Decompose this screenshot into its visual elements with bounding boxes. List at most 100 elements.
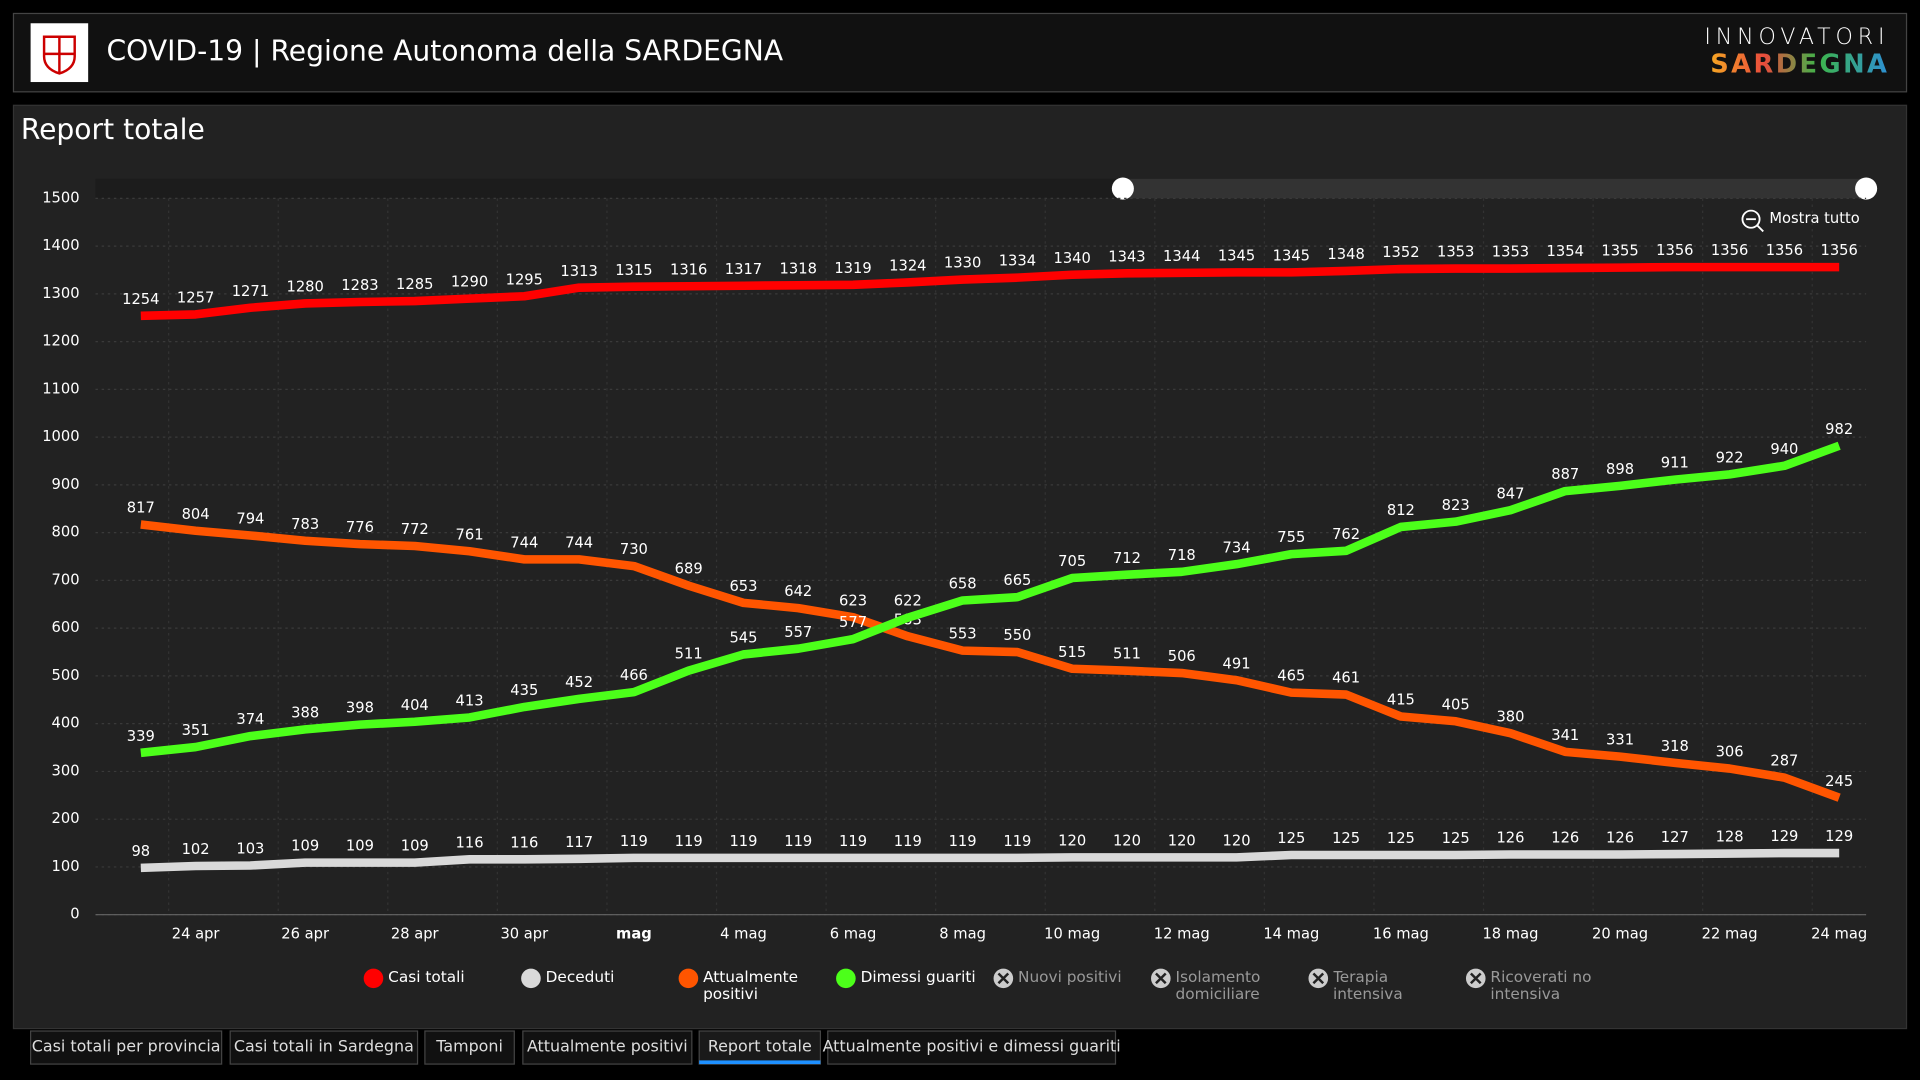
tab[interactable]	[698, 1030, 822, 1065]
data-label: 712	[1113, 550, 1141, 567]
data-label: 744	[565, 534, 593, 551]
legend-item[interactable]: Isolamento domiciliare	[1176, 969, 1292, 1008]
tab-label[interactable]: Tamponi	[435, 1036, 503, 1055]
legend-item[interactable]: Dimessi guariti	[861, 969, 977, 1008]
legend-label[interactable]: Nuovi positivi	[1018, 968, 1122, 986]
data-label: 120	[1223, 832, 1251, 849]
data-label: 1355	[1601, 243, 1638, 260]
data-label: 126	[1606, 830, 1634, 847]
data-label: 1271	[232, 283, 269, 300]
zoom-button[interactable]: Mostra tutto	[1741, 209, 1860, 233]
data-label: 1330	[944, 255, 981, 272]
legend-label[interactable]: Isolamento domiciliare	[1175, 968, 1261, 1003]
tab[interactable]	[229, 1030, 419, 1065]
data-label: 1352	[1382, 244, 1419, 261]
legend-label[interactable]: Dimessi guariti	[860, 968, 976, 986]
legend-marker[interactable]	[836, 968, 856, 989]
legend-marker-x	[1312, 972, 1325, 985]
data-label: 119	[1003, 833, 1031, 850]
data-label: 120	[1113, 832, 1141, 849]
y-tick-label: 100	[52, 858, 80, 875]
data-label: 744	[510, 534, 538, 551]
y-tick-label: 800	[52, 524, 80, 541]
data-label: 812	[1387, 502, 1415, 519]
data-label: 1290	[451, 274, 488, 291]
y-tick-label: 500	[52, 667, 80, 684]
tab[interactable]	[424, 1030, 515, 1065]
series-line	[140, 520, 1841, 802]
data-label: 1345	[1273, 247, 1310, 264]
data-label: 550	[1003, 627, 1031, 644]
data-label: 405	[1442, 696, 1470, 713]
data-label: 129	[1825, 828, 1853, 845]
y-tick-label: 400	[52, 715, 80, 732]
data-label: 1324	[889, 257, 926, 274]
x-tick-label: 8 mag	[939, 925, 986, 942]
zoom-icon	[1741, 209, 1761, 229]
tab[interactable]	[30, 1030, 223, 1065]
tab-label[interactable]: Attualmente positivi e dimessi guariti	[823, 1036, 1121, 1055]
slider-handle-left[interactable]	[1111, 177, 1134, 200]
data-label: 126	[1551, 830, 1579, 847]
data-label: 577	[839, 614, 867, 631]
legend-label[interactable]: Attualmente positivi	[703, 968, 799, 1003]
y-tick-label: 900	[52, 476, 80, 493]
data-label: 119	[949, 833, 977, 850]
data-label: 887	[1551, 466, 1579, 483]
data-label: 109	[401, 838, 429, 855]
tab-label[interactable]: Attualmente positivi	[527, 1036, 688, 1055]
data-label: 545	[729, 630, 757, 647]
data-label: 658	[949, 576, 977, 593]
brand-bottom: SARDEGNA	[1710, 49, 1889, 79]
legend-item[interactable]: Casi totali	[388, 969, 504, 1008]
x-tick-label: 10 mag	[1044, 925, 1100, 942]
tab-label[interactable]: Report totale	[708, 1036, 812, 1055]
x-tick-label: 22 mag	[1702, 925, 1758, 942]
data-label: 1283	[341, 277, 378, 294]
data-label: 465	[1277, 668, 1305, 685]
header	[12, 12, 1908, 93]
legend-marker[interactable]	[678, 968, 699, 989]
data-label: 1340	[1053, 250, 1090, 267]
data-label: 911	[1661, 455, 1689, 472]
legend-marker[interactable]	[363, 968, 384, 989]
x-tick-label: 14 mag	[1263, 925, 1319, 942]
data-label: 1356	[1820, 242, 1857, 259]
data-label: 415	[1387, 692, 1415, 709]
legend-label[interactable]: Deceduti	[545, 968, 615, 986]
data-label: 823	[1442, 497, 1470, 514]
legend-item[interactable]: Nuovi positivi	[1018, 969, 1134, 1008]
tab[interactable]	[827, 1030, 1117, 1065]
data-label: 119	[620, 833, 648, 850]
legend-item[interactable]: Ricoverati no intensiva	[1490, 969, 1606, 1008]
header-title: COVID-19 | Regione Autonoma della SARDEG…	[107, 35, 784, 68]
data-label: 109	[346, 838, 374, 855]
legend-label[interactable]: Ricoverati no intensiva	[1490, 968, 1592, 1003]
data-label: 762	[1332, 526, 1360, 543]
data-label: 125	[1387, 830, 1415, 847]
slider-handle-right[interactable]	[1855, 177, 1878, 200]
data-label: 125	[1442, 830, 1470, 847]
x-tick-label: 30 apr	[500, 925, 549, 942]
data-label: 783	[291, 516, 319, 533]
legend-label[interactable]: Terapia intensiva	[1332, 968, 1403, 1003]
data-label: 119	[894, 833, 922, 850]
x-tick-label: mag	[616, 925, 652, 942]
tab-label[interactable]: Casi totali per provincia	[32, 1036, 221, 1055]
data-label: 734	[1223, 539, 1251, 556]
legend-marker[interactable]	[521, 968, 541, 989]
tab[interactable]	[522, 1030, 693, 1065]
legend-item[interactable]: Terapia intensiva	[1333, 969, 1449, 1008]
legend-label[interactable]: Casi totali	[388, 968, 465, 986]
data-label: 452	[565, 674, 593, 691]
data-label: 1356	[1656, 242, 1693, 259]
tab-label[interactable]: Casi totali in Sardegna	[234, 1036, 414, 1055]
data-label: 404	[401, 697, 429, 714]
tabs: Casi totali per provincia Casi totali in …	[30, 1030, 1121, 1065]
data-label: 665	[1003, 572, 1031, 589]
zoom-label[interactable]: Mostra tutto	[1769, 210, 1859, 227]
slider-range[interactable]	[1122, 178, 1867, 199]
legend-item[interactable]: Deceduti	[546, 969, 662, 1008]
data-label: 491	[1223, 655, 1251, 672]
legend-item[interactable]: Attualmente positivi	[703, 969, 819, 1008]
